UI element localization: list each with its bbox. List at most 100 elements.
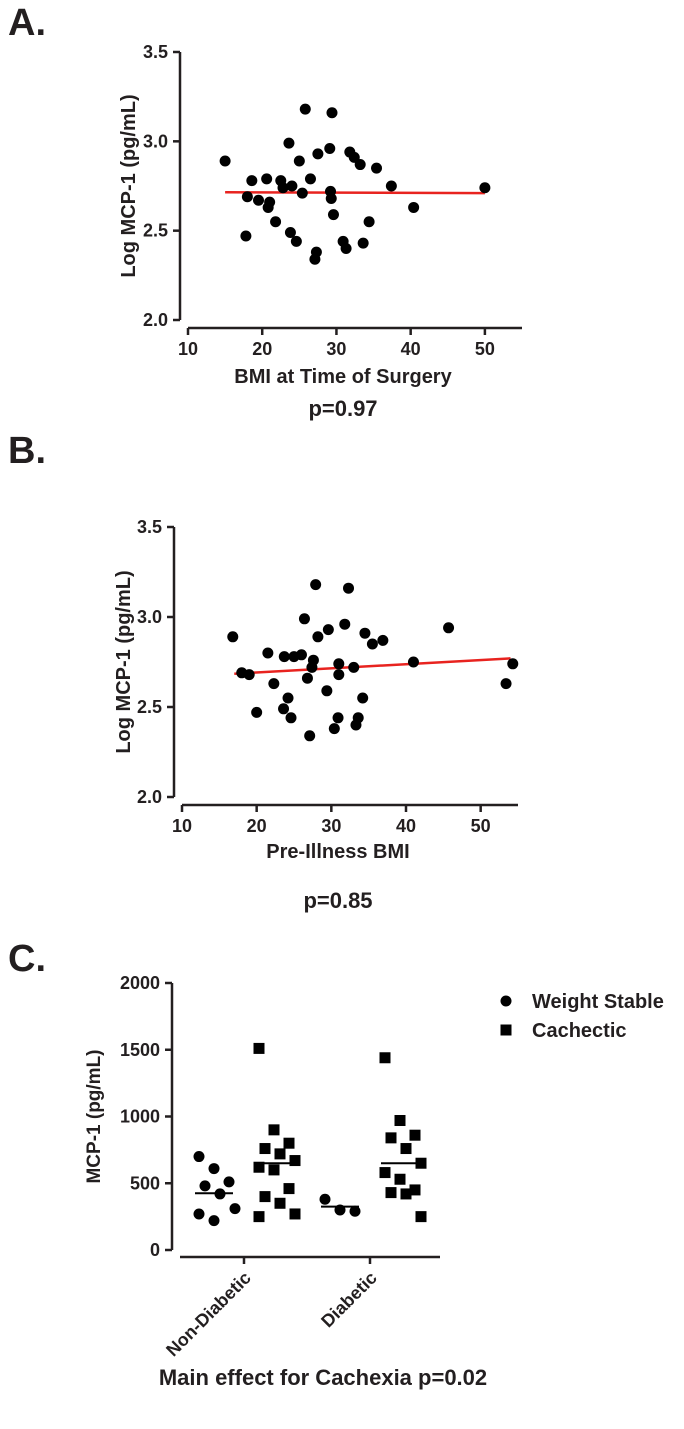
- data-point: [479, 182, 491, 194]
- y-tick-label: 2.0: [143, 310, 168, 330]
- data-point-weight-stable: [223, 1176, 235, 1188]
- y-axis-label: MCP-1 (pg/mL): [84, 1049, 105, 1183]
- data-point: [312, 631, 324, 643]
- data-point-cachectic: [259, 1191, 271, 1203]
- x-tick-label: 50: [475, 339, 495, 359]
- x-tick-label: 10: [178, 339, 198, 359]
- data-point-weight-stable: [208, 1215, 220, 1227]
- y-tick-label: 2.5: [137, 697, 162, 717]
- y-tick-label: 3.5: [137, 517, 162, 537]
- x-tick-label: 10: [172, 816, 192, 836]
- data-point: [262, 647, 274, 659]
- scatter-chart-bmi-surgery: 10 20 30 40 50 2.0 2.5 3.0 3.5 BMI at Time of Sur…: [118, 42, 522, 421]
- data-point-cachectic: [400, 1188, 412, 1200]
- panel-label-b: B.: [8, 430, 46, 472]
- data-point: [324, 142, 336, 154]
- data-point: [270, 216, 282, 228]
- y-tick-label: 3.0: [143, 131, 168, 151]
- y-tick-label: 2.5: [143, 221, 168, 241]
- data-point: [286, 180, 298, 192]
- data-point: [278, 703, 290, 715]
- data-point-weight-stable: [193, 1208, 205, 1220]
- data-point: [359, 627, 371, 639]
- data-point: [301, 672, 313, 684]
- data-point: [340, 243, 352, 255]
- x-tick-label: 20: [247, 816, 267, 836]
- data-point: [261, 173, 273, 185]
- data-point: [283, 137, 295, 149]
- data-point: [307, 654, 319, 666]
- x-tick-label: Non-Diabetic: [162, 1268, 255, 1361]
- data-point-cachectic: [253, 1161, 265, 1173]
- y-tick-label: 2.0: [137, 787, 162, 807]
- data-point: [408, 201, 420, 213]
- data-point-cachectic: [274, 1197, 286, 1209]
- p-value-annotation: p=0.85: [303, 888, 372, 913]
- data-point: [298, 613, 310, 625]
- data-point: [352, 712, 364, 724]
- data-point: [407, 656, 419, 668]
- data-point-weight-stable: [199, 1180, 211, 1192]
- x-axis-label: Pre-Illness BMI: [266, 841, 409, 863]
- data-point: [366, 638, 378, 650]
- data-point: [339, 618, 351, 630]
- data-point: [241, 191, 253, 203]
- data-point: [310, 579, 322, 591]
- data-point: [277, 182, 289, 194]
- data-point: [310, 246, 322, 258]
- data-point-cachectic: [385, 1187, 397, 1199]
- data-point: [253, 194, 265, 206]
- data-point: [377, 634, 389, 646]
- cachexia-annotation: Main effect for Cachexia p=0.02: [159, 1365, 487, 1390]
- regression-line: [234, 657, 511, 675]
- y-axis-label: Log MCP-1 (pg/mL): [113, 570, 135, 753]
- data-point-weight-stable: [319, 1193, 331, 1205]
- x-tick-label: 40: [401, 339, 421, 359]
- dot-plot-mcp1-cachexia: 0 500 1000 1500 2000 Non-Diabetic Diabetic MCP-…: [84, 973, 664, 1390]
- data-point: [243, 669, 255, 681]
- data-point: [507, 658, 519, 670]
- data-point-cachectic: [415, 1211, 427, 1223]
- legend-label-weight-stable: Weight Stable: [532, 991, 664, 1013]
- x-tick-label: 50: [471, 816, 491, 836]
- p-value-annotation: p=0.97: [308, 396, 377, 421]
- data-point: [284, 226, 296, 238]
- y-tick-label: 3.5: [143, 42, 168, 62]
- y-tick-label: 1000: [120, 1107, 160, 1127]
- regression-line: [225, 191, 485, 195]
- data-point-cachectic: [394, 1115, 406, 1127]
- data-point: [500, 678, 512, 690]
- data-point-cachectic: [289, 1208, 301, 1220]
- data-point: [322, 624, 334, 636]
- data-point: [333, 669, 345, 681]
- data-point-cachectic: [409, 1184, 421, 1196]
- data-point-weight-stable: [208, 1163, 220, 1175]
- data-point: [357, 237, 369, 249]
- data-point-cachectic: [268, 1124, 280, 1136]
- data-point: [299, 103, 311, 115]
- data-point: [282, 692, 294, 704]
- data-point: [219, 155, 231, 167]
- data-point: [227, 631, 239, 643]
- panel-label-a: A.: [8, 2, 46, 44]
- data-point-cachectic: [415, 1157, 427, 1169]
- data-point-cachectic: [289, 1155, 301, 1167]
- data-point-cachectic: [253, 1211, 265, 1223]
- y-tick-label: 0: [150, 1240, 160, 1260]
- data-point-cachectic: [274, 1148, 286, 1160]
- data-point: [357, 692, 369, 704]
- x-tick-label: 30: [326, 339, 346, 359]
- data-point-weight-stable: [229, 1203, 241, 1215]
- data-point: [348, 661, 360, 673]
- data-point-cachectic: [259, 1143, 271, 1155]
- data-point-weight-stable: [193, 1151, 205, 1163]
- data-point: [328, 723, 340, 735]
- data-point: [385, 180, 397, 192]
- y-tick-label: 1500: [120, 1040, 160, 1060]
- data-point-cachectic: [394, 1173, 406, 1185]
- data-point: [295, 649, 307, 661]
- data-point: [363, 216, 375, 228]
- x-tick-label: 20: [252, 339, 272, 359]
- data-point: [354, 159, 366, 171]
- data-point: [285, 712, 297, 724]
